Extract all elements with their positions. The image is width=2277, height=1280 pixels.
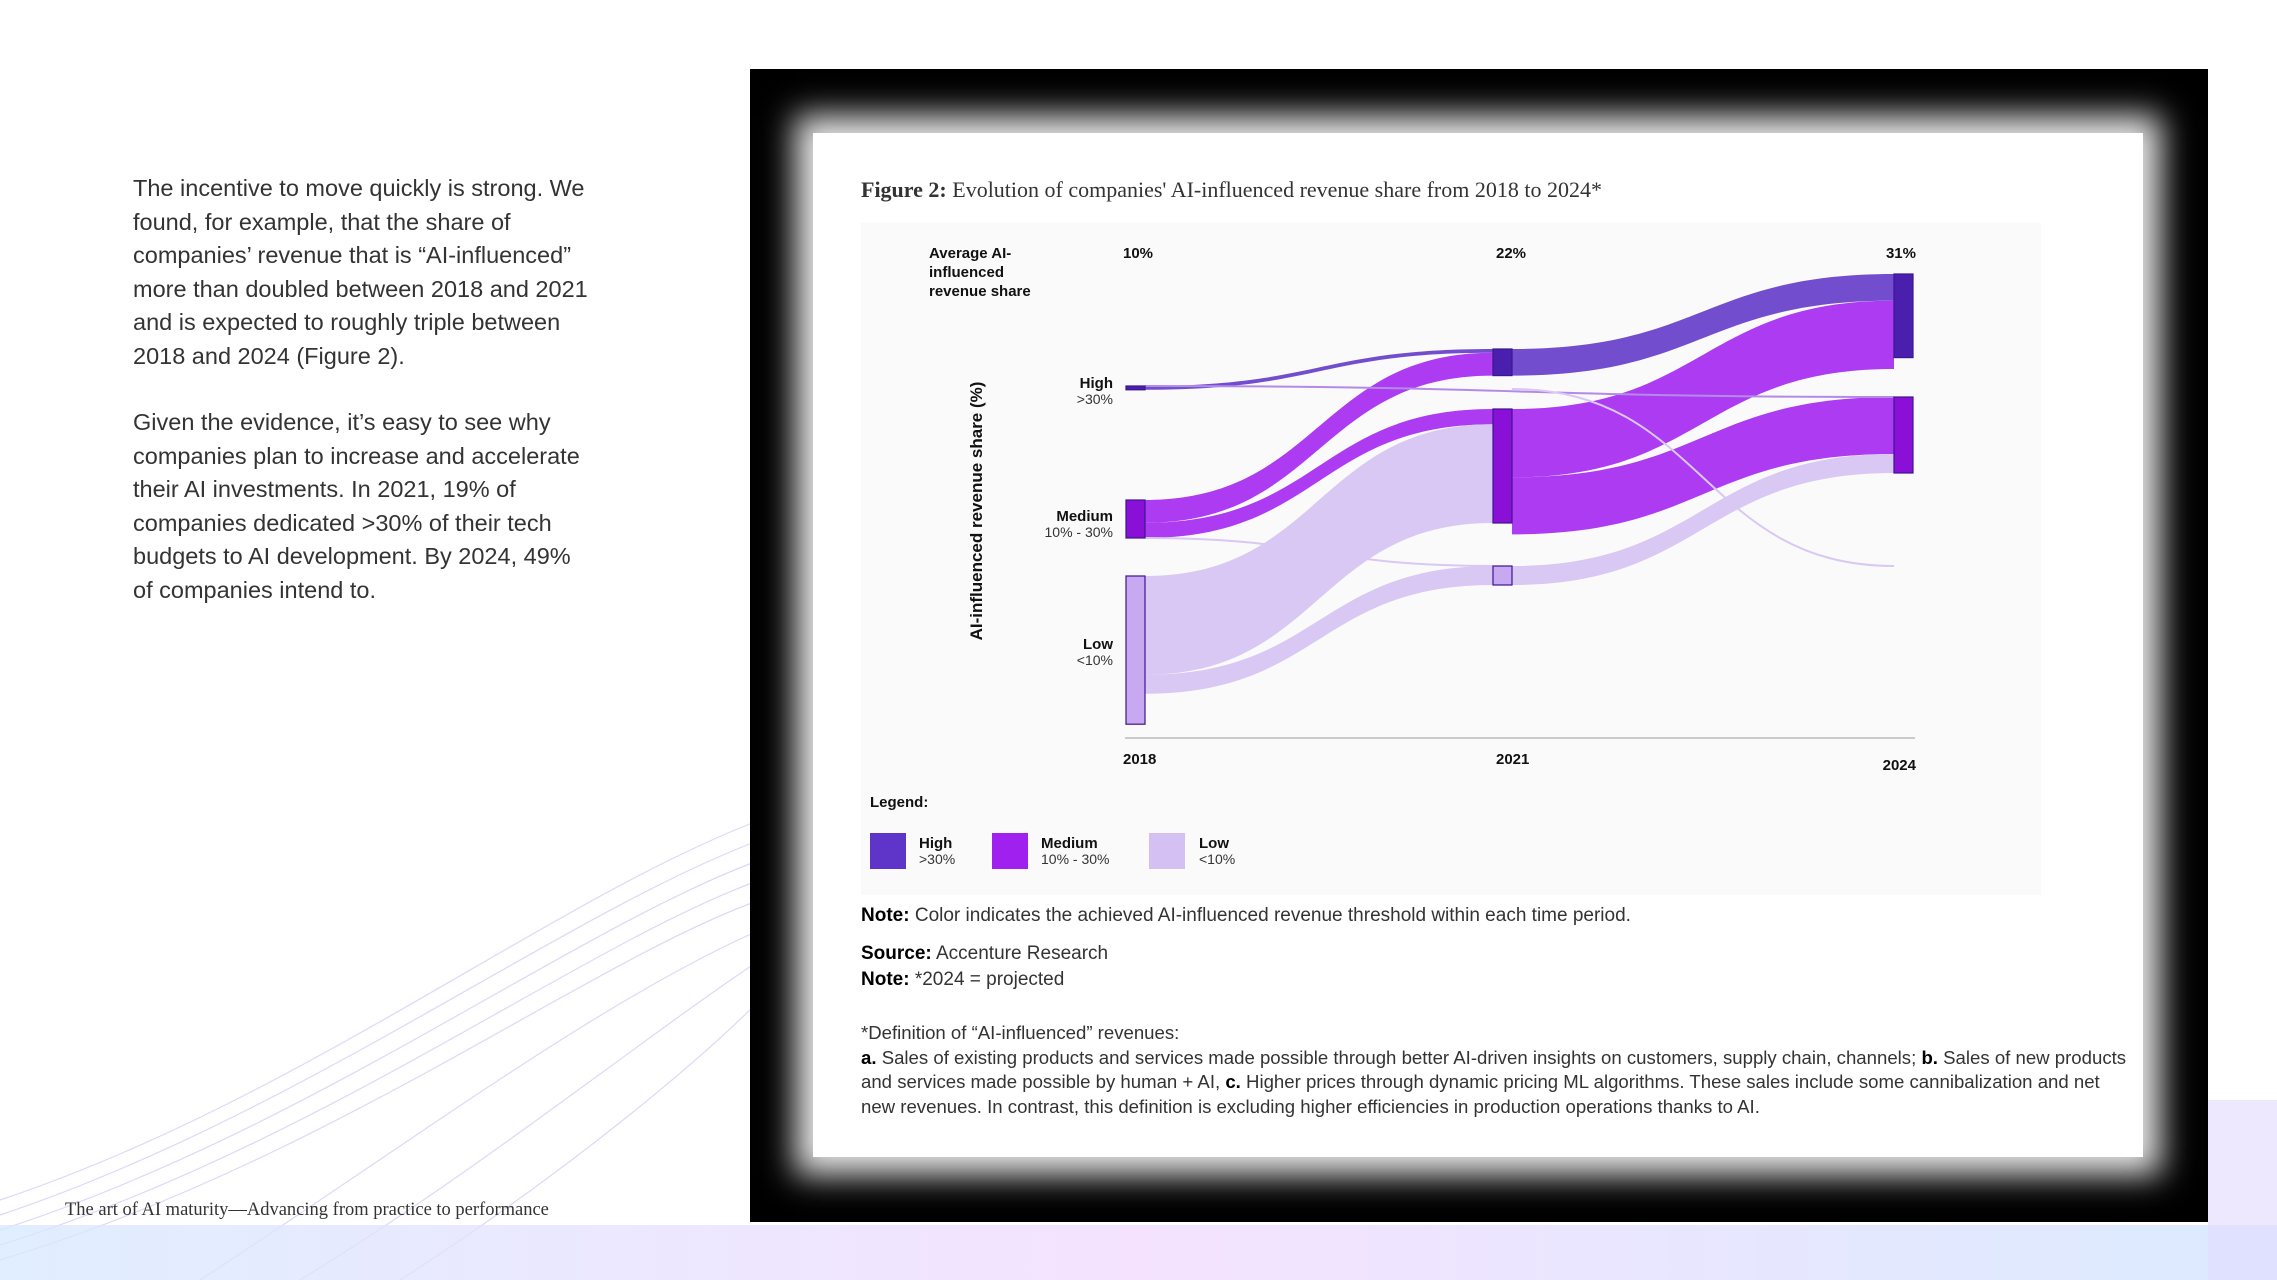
avg-share-2024: 31%: [1886, 245, 1916, 262]
legend-medium-range: 10% - 30%: [1041, 851, 1109, 867]
flow-2018-medium-to-2021-high: [1145, 352, 1493, 523]
figure-title-text: Evolution of companies' AI-influenced re…: [952, 177, 1602, 202]
definition-body: a. Sales of existing products and servic…: [861, 1046, 2131, 1120]
note-color-text: Color indicates the achieved AI-influenc…: [914, 905, 1631, 926]
category-high-label: High: [1080, 375, 1113, 392]
definition-heading: *Definition of “AI-influenced” revenues:: [861, 1022, 1180, 1043]
intro-paragraph-2: Given the evidence, it’s easy to see why…: [133, 409, 580, 603]
notes-block: Note: Color indicates the achieved AI-in…: [861, 903, 2131, 993]
legend-title: Legend:: [870, 794, 928, 811]
flow-2021-medium-to-2024-high: [1512, 300, 1894, 478]
avg-share-2021: 22%: [1496, 245, 1526, 262]
figure-label: Figure 2:: [861, 177, 947, 202]
flow-2021-high-to-2024-high: [1512, 274, 1894, 376]
node-2021-low: [1492, 565, 1513, 586]
legend-low-range: <10%: [1199, 851, 1235, 867]
avg-label-line-2: influenced: [929, 264, 1004, 281]
avg-share-2018: 10%: [1123, 245, 1153, 262]
def-a-text: Sales of existing products and services …: [881, 1046, 1917, 1068]
flow-2021-medium-to-2024-medium: [1512, 397, 1894, 535]
legend-item-low: Low <10%: [1149, 833, 1235, 869]
node-2018-high: [1125, 385, 1146, 391]
flow-2018-high-to-2021-high: [1145, 349, 1493, 390]
legend-swatch-low: [1149, 833, 1185, 869]
nodes-group: [1125, 273, 1914, 725]
definition-block: *Definition of “AI-influenced” revenues:…: [861, 1021, 2131, 1119]
intro-text: The incentive to move quickly is strong.…: [133, 172, 593, 640]
figure-card: Figure 2: Evolution of companies' AI-inf…: [813, 133, 2143, 1157]
note-projected: Note: *2024 = projected: [861, 967, 2131, 993]
category-low-label: Low: [1083, 636, 1113, 653]
node-2021-medium: [1492, 408, 1513, 524]
flow-2018-low-to-2021-medium: [1145, 424, 1493, 675]
legend-medium-label: Medium: [1041, 835, 1098, 852]
node-2024-high: [1893, 273, 1914, 359]
intro-paragraph-1: The incentive to move quickly is strong.…: [133, 175, 588, 369]
legend-item-high: High >30%: [870, 833, 955, 869]
def-a-label: a.: [861, 1046, 877, 1068]
avg-label-line-1: Average AI-: [929, 245, 1011, 262]
legend-swatch-high: [870, 833, 906, 869]
def-c-label: c.: [1225, 1071, 1241, 1092]
period-2024: 2024: [1883, 757, 1917, 774]
legend-high-label: High: [919, 835, 952, 852]
node-2021-high: [1492, 348, 1513, 377]
def-b-text: Sales of new products and services made …: [861, 1046, 2127, 1093]
category-medium-label: Medium: [1056, 508, 1113, 525]
figure-title: Figure 2: Evolution of companies' AI-inf…: [861, 177, 1602, 203]
period-2018: 2018: [1123, 751, 1156, 768]
note-color-label: Note:: [861, 905, 910, 926]
note-projected-label: Note:: [861, 969, 910, 990]
avg-label-line-3: revenue share: [929, 283, 1031, 300]
node-2018-low: [1125, 575, 1146, 725]
legend-high-range: >30%: [919, 851, 955, 867]
note-projected-text: *2024 = projected: [914, 969, 1065, 990]
note-color: Note: Color indicates the achieved AI-in…: [861, 903, 2131, 929]
thin-flow-line: [1511, 388, 1895, 567]
category-low-range: <10%: [1077, 652, 1113, 668]
def-b-label: b.: [1921, 1046, 1938, 1068]
footer-title: The art of AI maturity—Advancing from pr…: [65, 1200, 549, 1220]
category-medium-range: 10% - 30%: [1045, 524, 1113, 540]
period-2021: 2021: [1496, 751, 1529, 768]
legend-low-label: Low: [1199, 835, 1229, 852]
def-c-text: Higher prices through dynamic pricing ML…: [861, 1071, 2100, 1117]
flow-2018-low-to-2021-low: [1145, 566, 1493, 694]
note-source-text: Accenture Research: [935, 943, 1109, 964]
node-2024-medium: [1893, 396, 1914, 474]
thin-flow-line: [1144, 537, 1494, 567]
category-high-range: >30%: [1077, 391, 1113, 407]
flow-2018-medium-to-2021-medium: [1145, 409, 1493, 538]
node-2018-medium: [1125, 499, 1146, 539]
legend-swatch-medium: [992, 833, 1028, 869]
sankey-chart: Average AI- influenced revenue share 10%…: [870, 245, 1917, 869]
flow-2021-low-to-2024-medium: [1512, 454, 1894, 585]
legend-item-medium: Medium 10% - 30%: [992, 833, 1109, 869]
flows-group: [1144, 274, 1895, 694]
y-axis-title: AI-influenced revenue share (%): [967, 382, 986, 641]
note-source-label: Source:: [861, 943, 932, 964]
thin-flow-line: [1144, 385, 1895, 398]
note-source: Source: Accenture Research: [861, 941, 2131, 967]
